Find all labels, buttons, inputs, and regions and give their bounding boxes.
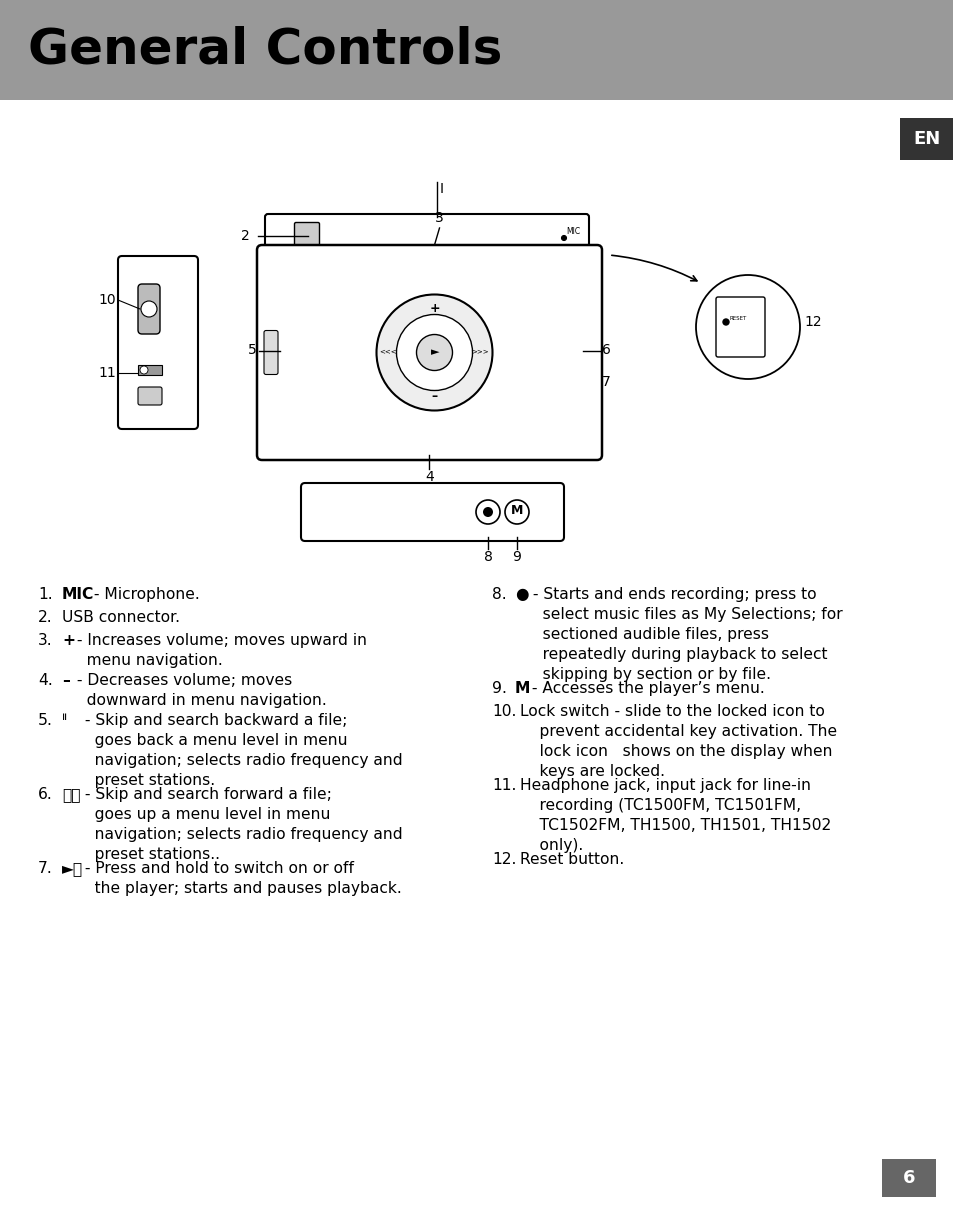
Text: RESET: RESET — [729, 316, 746, 322]
Text: 3: 3 — [435, 211, 443, 225]
Circle shape — [140, 366, 148, 374]
Text: 5.: 5. — [38, 713, 52, 728]
Text: 6.: 6. — [38, 787, 52, 802]
Text: M: M — [510, 504, 522, 518]
FancyBboxPatch shape — [265, 214, 588, 258]
Text: 10: 10 — [98, 293, 116, 307]
Text: +: + — [62, 633, 75, 648]
Text: ►: ► — [431, 347, 439, 357]
FancyBboxPatch shape — [294, 222, 319, 249]
Text: ᑊᑊ: ᑊᑊ — [62, 713, 68, 728]
Text: EN: EN — [912, 130, 940, 148]
Circle shape — [396, 315, 472, 390]
FancyBboxPatch shape — [138, 388, 162, 405]
Circle shape — [476, 501, 499, 524]
Text: 12: 12 — [803, 315, 821, 329]
Text: - Skip and search forward a file;
   goes up a menu level in menu
   navigation;: - Skip and search forward a file; goes u… — [80, 787, 402, 863]
Text: - Increases volume; moves upward in
   menu navigation.: - Increases volume; moves upward in menu… — [71, 633, 367, 668]
Text: USB connector.: USB connector. — [62, 610, 180, 625]
Text: Reset button.: Reset button. — [519, 852, 623, 868]
FancyBboxPatch shape — [301, 484, 563, 541]
Text: 2.: 2. — [38, 610, 52, 625]
Text: ►⏸: ►⏸ — [62, 861, 83, 876]
Text: 8.: 8. — [492, 587, 506, 601]
Text: 11.: 11. — [492, 778, 516, 793]
Text: +: + — [429, 303, 439, 315]
Text: - Press and hold to switch on or off
   the player; starts and pauses playback.: - Press and hold to switch on or off the… — [80, 861, 401, 895]
FancyBboxPatch shape — [138, 284, 160, 334]
Text: 7.: 7. — [38, 861, 52, 876]
Text: 9: 9 — [512, 550, 521, 564]
Text: - Accesses the player’s menu.: - Accesses the player’s menu. — [526, 680, 764, 696]
Text: <<<: <<< — [379, 349, 396, 355]
Text: 12.: 12. — [492, 852, 516, 868]
Text: 10.: 10. — [492, 703, 516, 719]
Text: 1.: 1. — [38, 587, 52, 601]
Circle shape — [141, 301, 157, 317]
Text: ●: ● — [515, 587, 528, 601]
Text: 2: 2 — [241, 228, 250, 243]
Bar — [899, 118, 953, 160]
FancyBboxPatch shape — [118, 256, 198, 429]
Text: General Controls: General Controls — [28, 26, 502, 74]
Text: 11: 11 — [98, 366, 116, 380]
Text: 7: 7 — [601, 375, 610, 390]
Circle shape — [376, 294, 492, 411]
Text: 9.: 9. — [492, 680, 506, 696]
Text: I: I — [439, 182, 443, 196]
Bar — [882, 1159, 935, 1197]
Circle shape — [504, 501, 529, 524]
Circle shape — [482, 507, 493, 518]
Text: 8: 8 — [483, 550, 492, 564]
Text: 6: 6 — [601, 344, 610, 357]
Text: 5: 5 — [248, 344, 256, 357]
Text: - Skip and search backward a file;
   goes back a menu level in menu
   navigati: - Skip and search backward a file; goes … — [80, 713, 402, 789]
Text: MIC: MIC — [565, 227, 579, 237]
Text: - Starts and ends recording; press to
   select music files as My Selections; fo: - Starts and ends recording; press to se… — [527, 587, 841, 682]
Text: Headphone jack, input jack for line-in
    recording (TC1500FM, TC1501FM,
    TC: Headphone jack, input jack for line-in r… — [519, 778, 830, 853]
Text: –: – — [62, 673, 70, 688]
Circle shape — [561, 236, 566, 241]
Text: - Microphone.: - Microphone. — [89, 587, 199, 601]
Text: 6: 6 — [902, 1169, 914, 1187]
Circle shape — [722, 320, 728, 324]
Text: ᑋᑋ: ᑋᑋ — [62, 787, 80, 802]
FancyBboxPatch shape — [264, 330, 277, 374]
Text: >>>: >>> — [471, 349, 489, 355]
Bar — [138, 364, 162, 375]
Text: MIC: MIC — [62, 587, 94, 601]
Bar — [0, 0, 953, 100]
Text: - Decreases volume; moves
   downward in menu navigation.: - Decreases volume; moves downward in me… — [71, 673, 327, 708]
FancyBboxPatch shape — [256, 245, 601, 460]
Text: –: – — [431, 390, 437, 403]
Text: Lock switch - slide to the locked icon to
    prevent accidental key activation.: Lock switch - slide to the locked icon t… — [519, 703, 836, 779]
Text: 3.: 3. — [38, 633, 52, 648]
Text: 4: 4 — [425, 470, 434, 484]
FancyBboxPatch shape — [716, 296, 764, 357]
Circle shape — [416, 334, 452, 371]
Text: M: M — [515, 680, 530, 696]
Text: 4.: 4. — [38, 673, 52, 688]
